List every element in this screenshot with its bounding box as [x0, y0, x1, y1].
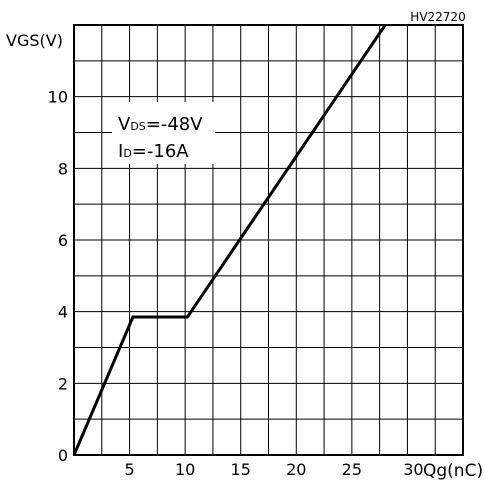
- y-tick-label: 10: [48, 88, 68, 107]
- x-tick-label: 15: [231, 460, 251, 479]
- y-tick-labels: 0 2 4 6 8 10: [48, 88, 68, 465]
- grid: [74, 25, 463, 455]
- y-tick-label: 8: [58, 159, 68, 178]
- series-layer: [72, 24, 387, 456]
- legend-box: VDS=-48V ID=-16A: [112, 102, 215, 164]
- series-line-vgs: [72, 24, 387, 456]
- y-tick-label: 0: [58, 446, 68, 465]
- y-tick-label: 2: [58, 374, 68, 393]
- x-tick-label: 20: [286, 460, 306, 479]
- plot-frame: [73, 24, 464, 456]
- annotation-vds: VDS=-48V: [118, 114, 203, 135]
- x-tick-label: 30: [403, 460, 423, 479]
- x-tick-labels: 5 10 15 20 25 30: [124, 460, 423, 479]
- x-axis-label: Qg(nC): [423, 461, 483, 481]
- x-tick-label: 25: [342, 460, 362, 479]
- y-tick-label: 6: [58, 231, 68, 250]
- y-axis-label: VGS(V): [6, 31, 63, 50]
- figure-code: HV22720: [410, 10, 465, 24]
- y-tick-label: 4: [58, 303, 68, 322]
- annotation-id: ID=-16A: [118, 141, 189, 162]
- x-tick-label: 5: [124, 460, 134, 479]
- x-tick-label: 10: [175, 460, 195, 479]
